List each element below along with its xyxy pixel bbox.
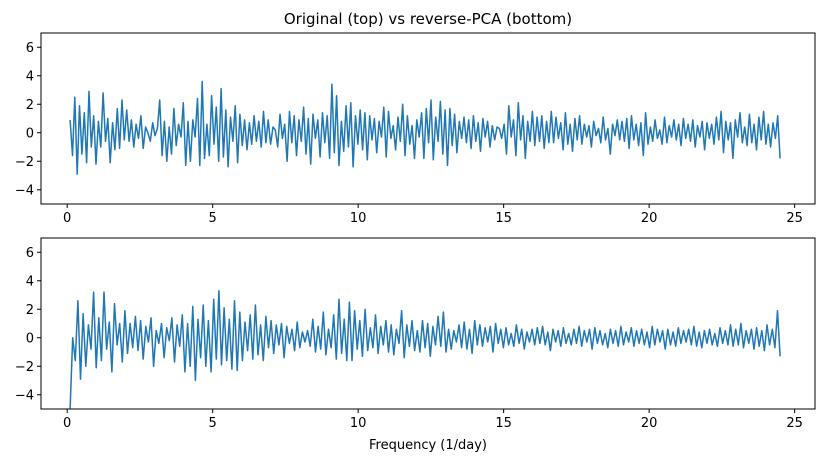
bottom-x-axis: 0 5 10 15 20 25 bbox=[63, 409, 803, 431]
top-series-line bbox=[69, 80, 781, 175]
top-axes-frame bbox=[40, 32, 816, 205]
top-panel: 0 5 10 15 20 25 −4 −2 0 2 4 6 bbox=[15, 32, 816, 226]
top-y-tick-label: 2 bbox=[26, 98, 34, 113]
top-y-axis: −4 −2 0 2 4 6 bbox=[15, 41, 41, 198]
top-y-tick-label: −2 bbox=[15, 155, 34, 170]
bottom-y-tick-label: −2 bbox=[15, 360, 34, 375]
x-axis-label: Frequency (1/day) bbox=[369, 438, 487, 453]
top-x-tick-label: 15 bbox=[495, 211, 512, 226]
bottom-y-tick-label: 0 bbox=[26, 331, 34, 346]
top-x-tick-label: 25 bbox=[786, 211, 803, 226]
top-x-tick-label: 0 bbox=[63, 211, 71, 226]
top-x-tick-label: 5 bbox=[209, 211, 217, 226]
bottom-panel: 0 5 10 15 20 25 −4 −2 0 2 4 6 Frequency (1/day) bbox=[15, 237, 816, 453]
bottom-y-tick-label: 6 bbox=[26, 246, 34, 261]
bottom-y-tick-label: −4 bbox=[15, 388, 34, 403]
bottom-y-axis: −4 −2 0 2 4 6 bbox=[15, 246, 41, 403]
top-x-tick-label: 20 bbox=[641, 211, 658, 226]
bottom-axes-frame bbox=[40, 237, 816, 410]
top-y-tick-label: 0 bbox=[26, 126, 34, 141]
top-y-tick-label: 6 bbox=[26, 41, 34, 56]
bottom-y-tick-label: 2 bbox=[26, 303, 34, 318]
bottom-x-tick-label: 25 bbox=[786, 416, 803, 431]
bottom-x-tick-label: 20 bbox=[641, 416, 658, 431]
top-x-tick-label: 10 bbox=[350, 211, 367, 226]
top-x-axis: 0 5 10 15 20 25 bbox=[63, 204, 803, 226]
bottom-x-tick-label: 5 bbox=[209, 416, 217, 431]
top-y-tick-label: 4 bbox=[26, 69, 34, 84]
bottom-y-tick-label: 4 bbox=[26, 274, 34, 289]
bottom-series-line bbox=[69, 289, 781, 410]
top-y-tick-label: −4 bbox=[15, 183, 34, 198]
figure-title: Original (top) vs reverse-PCA (bottom) bbox=[284, 10, 572, 28]
bottom-x-tick-label: 15 bbox=[495, 416, 512, 431]
bottom-x-tick-label: 0 bbox=[63, 416, 71, 431]
bottom-x-tick-label: 10 bbox=[350, 416, 367, 431]
